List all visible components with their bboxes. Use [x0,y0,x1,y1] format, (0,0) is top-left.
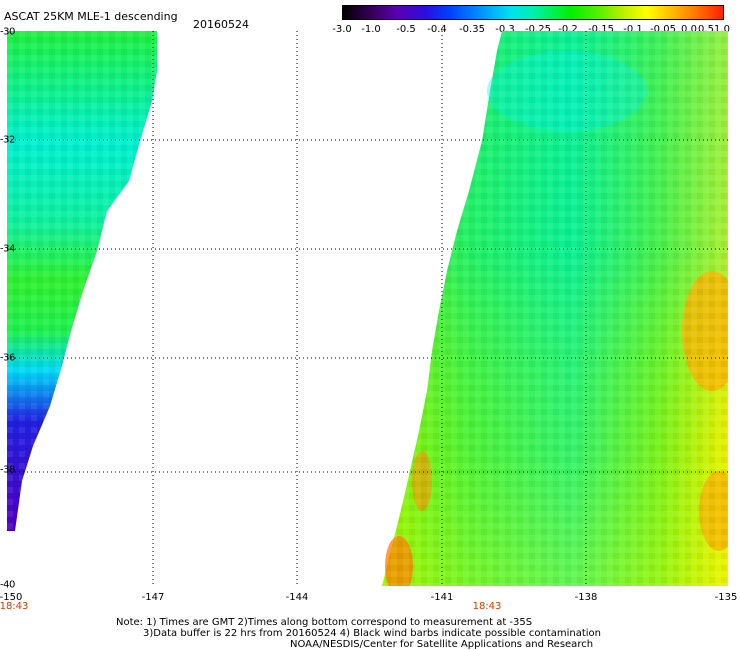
colorbar-tick: 0.5 [698,24,714,35]
lon-label: -144 [285,592,309,603]
note-line-2: 3)Data buffer is 22 hrs from 20160524 4)… [143,628,601,639]
colorbar-tick: -0.25 [525,24,551,35]
lat-label: -32 [0,134,15,146]
colorbar-tick: -0.4 [427,24,447,35]
note-line-1: Note: 1) Times are GMT 2)Times along bot… [116,617,533,628]
time-label: 18:43 [0,601,29,612]
map-plot [7,31,728,586]
lon-label: -138 [574,592,598,603]
note-line-3: NOAA/NESDIS/Center for Satellite Applica… [290,639,594,650]
map-date: 20160524 [193,18,249,31]
colorbar-tick: -0.5 [396,24,416,35]
colorbar-tick: -0.2 [558,24,578,35]
lon-label: -147 [141,592,165,603]
colorbar-tick: -0.35 [459,24,485,35]
map-grid [7,31,728,586]
lon-label: -150 [0,592,23,603]
map-title: ASCAT 25KM MLE-1 descending [4,10,178,23]
lat-label: -40 [0,579,15,591]
colorbar-tick: -0.05 [650,24,676,35]
time-label: 18:43 [472,601,502,612]
colorbar [342,5,724,20]
lat-label: -34 [0,243,15,255]
lon-label: -135 [714,592,738,603]
colorbar-tick: -1.0 [361,24,381,35]
colorbar-tick: -0.15 [588,24,614,35]
colorbar-tick: -3.0 [332,24,352,35]
lat-label: -36 [0,352,15,364]
lat-label: -38 [0,464,15,476]
colorbar-tick: 0.0 [681,24,697,35]
colorbar-tick: -0.3 [495,24,515,35]
colorbar-tick: 1.0 [714,24,730,35]
colorbar-tick: -0.1 [623,24,643,35]
lat-label: -30 [0,26,15,38]
lon-label: -141 [430,592,454,603]
